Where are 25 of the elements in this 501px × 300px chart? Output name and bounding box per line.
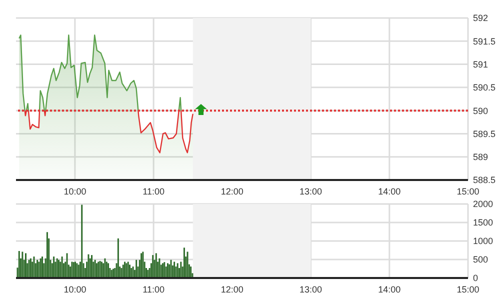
x-tick-label: 11:00: [142, 186, 164, 196]
x-tick-label: 10:00: [64, 186, 86, 196]
x-tick-label: 10:00: [64, 284, 86, 294]
y-tick-label: 592: [473, 13, 488, 24]
x-tick-label: 13:00: [300, 284, 322, 294]
x-tick-label: 11:00: [142, 284, 164, 294]
x-tick-label: 15:00: [456, 284, 480, 294]
y-tick-label: 0: [473, 273, 478, 284]
x-tick-label: 15:00: [456, 186, 480, 196]
x-tick-label: 12:00: [220, 284, 244, 294]
x-tick-label: 12:00: [220, 186, 244, 196]
y-tick-label: 500: [473, 254, 488, 265]
x-tick-label: 14:00: [378, 284, 401, 294]
x-tick-label: 13:00: [300, 186, 322, 196]
y-tick-label: 1000: [473, 236, 494, 246]
y-tick-label: 591.5: [473, 36, 496, 46]
y-tick-label: 591: [473, 59, 488, 70]
y-tick-label: 2000: [473, 199, 494, 210]
x-tick-label: 14:00: [378, 186, 401, 196]
y-tick-label: 589: [473, 152, 488, 162]
y-tick-label: 590.5: [473, 82, 496, 93]
y-tick-label: 588.5: [473, 175, 496, 186]
y-tick-label: 589.5: [473, 128, 496, 139]
y-tick-label: 1500: [473, 218, 494, 228]
y-tick-label: 590: [473, 106, 488, 116]
